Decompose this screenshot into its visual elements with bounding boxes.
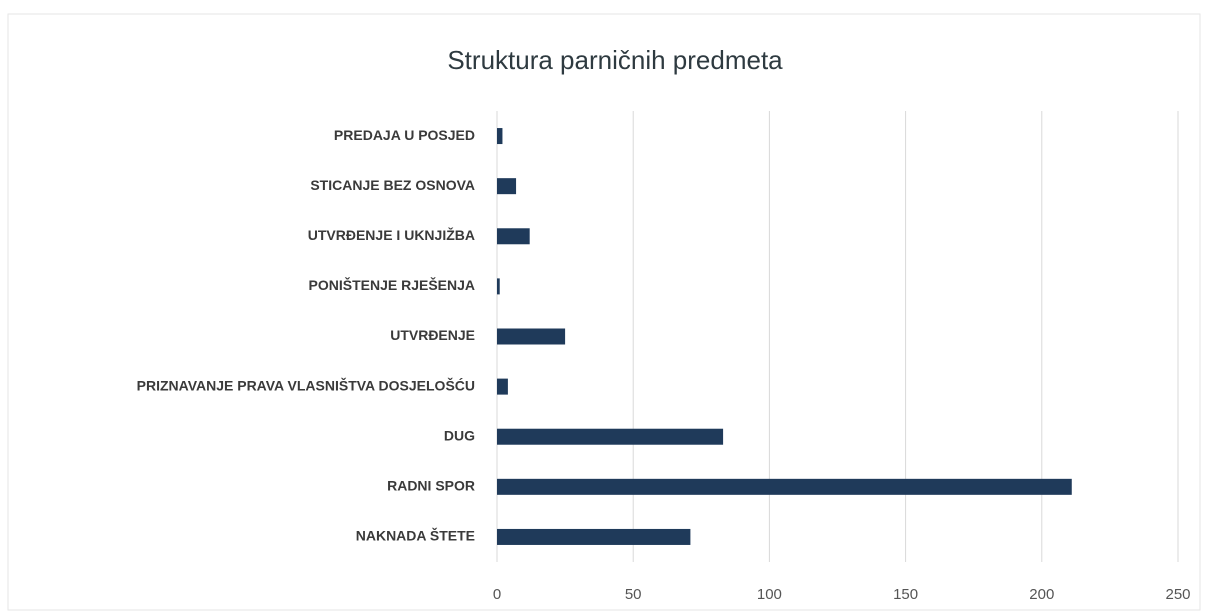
- y-tick-label: DUG: [444, 427, 475, 443]
- x-tick-label: 250: [1165, 586, 1190, 603]
- bar: [497, 178, 517, 195]
- bar: [497, 128, 503, 145]
- x-tick-label: 0: [493, 586, 501, 603]
- y-tick-label: PONIŠTENJE RJEŠENJA: [309, 276, 476, 293]
- bar: [497, 478, 1072, 495]
- bar: [497, 528, 691, 545]
- y-tick-label: PREDAJA U POSJED: [334, 127, 475, 143]
- y-tick-label: STICANJE BEZ OSNOVA: [310, 177, 475, 193]
- chart-frame: [7, 13, 1201, 611]
- bar: [497, 328, 566, 345]
- bar: [497, 378, 508, 395]
- y-tick-label: UTVRĐENJE: [390, 327, 475, 343]
- bar: [497, 228, 530, 245]
- bar: [497, 428, 724, 445]
- x-tick-label: 200: [1029, 586, 1054, 603]
- x-tick-label: 100: [757, 586, 782, 603]
- x-tick-label: 150: [893, 586, 918, 603]
- x-tick-label: 50: [625, 586, 642, 603]
- y-tick-label: NAKNADA ŠTETE: [356, 527, 475, 544]
- chart-title: Struktura parničnih predmeta: [447, 45, 783, 75]
- bar: [497, 278, 500, 295]
- y-tick-label: RADNI SPOR: [387, 478, 475, 494]
- y-tick-label: UTVRĐENJE I UKNJIŽBA: [308, 226, 475, 243]
- y-tick-label: PRIZNAVANJE PRAVA VLASNIŠTVA DOSJELOŠĆU: [137, 376, 475, 393]
